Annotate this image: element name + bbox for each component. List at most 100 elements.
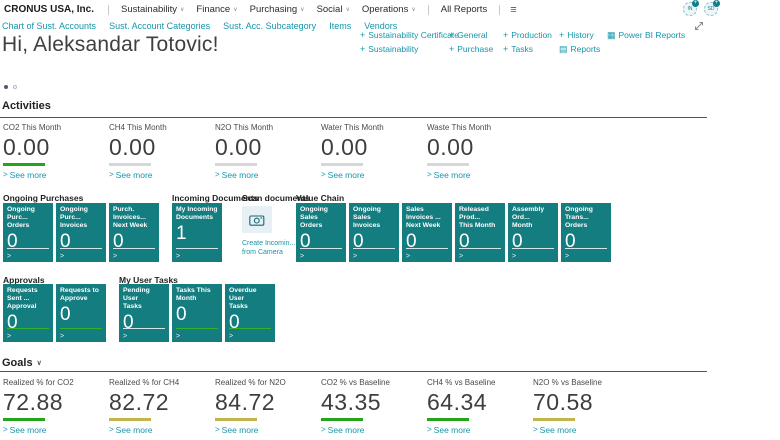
teaser-bubble-2[interactable]: SD + [704,0,720,16]
cue-tile-ongoing-sales-orders[interactable]: Ongoing Sales Orders 0 > [296,203,346,262]
plus-badge-icon: + [692,0,699,7]
cue-title: Ongoing Purc... Invoices [60,206,88,230]
action-reports[interactable]: ▤ Reports [559,44,600,54]
cue-tile-ongoing-sales-invoices[interactable]: Ongoing Sales Invoices 0 > [349,203,399,262]
cue-tile-tasks-this-month[interactable]: Tasks This Month 0 > [172,284,222,342]
kpi-ch4-vs-baseline: CH4 % vs Baseline 64.34 > See more [427,378,527,435]
see-more-link[interactable]: > See more [321,425,421,435]
cue-underline [565,247,607,249]
kpi-value[interactable]: 43.35 [321,389,382,415]
cue-tile-ongoing-transfer-orders[interactable]: Ongoing Trans... Orders 0 > [561,203,611,262]
expand-icon[interactable] [694,18,704,36]
chevron-down-icon: ∨ [180,6,185,13]
company-name: CRONUS USA, Inc. [4,4,95,15]
kpi-value[interactable]: 72.88 [3,389,64,415]
cue-tile-my-incoming-documents[interactable]: My Incoming Documents 1 > [172,203,222,262]
see-more-link[interactable]: > See more [3,170,103,180]
cue-tile-purch-invoices-next-week[interactable]: Purch. Invoices... Next Week 0 > [109,203,159,262]
teaser-bubble-1[interactable]: IN + [683,0,699,16]
see-more-link[interactable]: > See more [3,425,103,435]
camera-icon [249,214,265,226]
nav-menu-finance[interactable]: Finance ∨ [196,4,237,15]
action-sustainability-certificate[interactable]: + Sustainability Certificate [360,30,459,40]
action-general[interactable]: + General [449,30,488,40]
link-sust-account-categories[interactable]: Sust. Account Categories [109,21,211,31]
nav-separator [499,4,501,15]
action-purchase[interactable]: + Purchase [449,44,493,54]
kpi-label: Realized % for CH4 [109,378,180,387]
cue-tile-ongoing-purchase-invoices[interactable]: Ongoing Purc... Invoices 0 > [56,203,106,262]
action-production[interactable]: + Production [503,30,552,40]
action-sustainability[interactable]: + Sustainability [360,44,418,54]
kpi-value[interactable]: 82.72 [109,389,170,415]
cue-tile-pending-user-tasks[interactable]: Pending User Tasks 0 > [119,284,169,342]
link-items[interactable]: Items [329,21,352,31]
see-more-link[interactable]: > See more [533,425,633,435]
see-more-link[interactable]: > See more [109,170,209,180]
cue-value: 0 [406,231,417,253]
action-history[interactable]: + History [559,30,594,40]
kpi-value[interactable]: 0.00 [427,134,474,160]
kpi-value[interactable]: 0.00 [3,134,50,160]
cue-value: 0 [565,231,576,253]
action-power-bi-reports[interactable]: ▦ Power BI Reports [607,30,685,40]
see-more-label: See more [433,169,471,180]
link-chart-of-sust-accounts[interactable]: Chart of Sust. Accounts [2,21,97,31]
cue-value: 0 [176,304,187,326]
cue-tile-released-prod-this-month[interactable]: Released Prod... This Month 0 > [455,203,505,262]
kpi-value[interactable]: 64.34 [427,389,488,415]
add-icon: + [449,29,455,40]
create-incoming-from-camera-link[interactable]: Create Incomin... from Camera [242,240,296,256]
kpi-value[interactable]: 0.00 [109,134,156,160]
cue-tile-assembly-orders-month[interactable]: Assembly Ord... Month 0 > [508,203,558,262]
carousel-indicator[interactable] [4,85,17,89]
chevron-right-icon: > [565,253,570,260]
kpi-value[interactable]: 84.72 [215,389,276,415]
cue-tile-overdue-user-tasks[interactable]: Overdue User Tasks 0 > [225,284,275,342]
menu-icon[interactable]: ≡ [510,3,517,16]
action-label: General [457,30,488,40]
kpi-water-this-month: Water This Month 0.00 > See more [321,123,421,180]
kpi-value[interactable]: 0.00 [215,134,262,160]
see-more-label: See more [9,424,47,435]
nav-menu-sustainability[interactable]: Sustainability ∨ [121,4,184,15]
nav-menu-purchasing[interactable]: Purchasing ∨ [250,4,305,15]
cue-tile-requests-sent-approval[interactable]: Requests Sent ... Approval 0 > [3,284,53,342]
chevron-right-icon: > [300,253,305,260]
kpi-value[interactable]: 0.00 [321,134,368,160]
see-more-link[interactable]: > See more [109,425,209,435]
see-more-label: See more [115,169,153,180]
cue-tile-sales-invoices-next-week[interactable]: Sales Invoices ... Next Week 0 > [402,203,452,262]
kpi-value[interactable]: 70.58 [533,389,594,415]
nav-menu-social[interactable]: Social ∨ [317,4,350,15]
kpi-realized-pct-n2o: Realized % for N2O 84.72 > See more [215,378,315,435]
link-sust-acc-subcategory[interactable]: Sust. Acc. Subcategory [223,21,317,31]
dot-active-icon[interactable] [4,85,8,89]
nav-menu-label: Operations [361,4,409,15]
link-vendors[interactable]: Vendors [364,21,398,31]
see-more-link[interactable]: > See more [321,170,421,180]
cue-tile-ongoing-purchase-orders[interactable]: Ongoing Purc... Orders 0 > [3,203,53,262]
cue-tile-requests-to-approve[interactable]: Requests to Approve 0 > [56,284,106,342]
see-more-link[interactable]: > See more [215,170,315,180]
kpi-realized-pct-ch4: Realized % for CH4 82.72 > See more [109,378,209,435]
nav-menu-operations[interactable]: Operations ∨ [362,4,416,15]
group-title-my-user-tasks: My User Tasks [119,275,178,285]
kpi-label: Water This Month [321,123,384,132]
see-more-link[interactable]: > See more [427,425,527,435]
dot-inactive-icon[interactable] [13,85,17,89]
action-label: Sustainability Certificate [368,30,459,40]
cue-value: 0 [60,304,71,326]
kpi-label: Realized % for CO2 [3,378,74,387]
goals-header[interactable]: Goals ∨ [2,357,42,369]
cue-title: Pending User Tasks [123,287,150,311]
scan-documents-tile[interactable] [242,206,272,233]
see-more-link[interactable]: > See more [427,170,527,180]
chevron-right-icon: > [7,333,12,340]
nav-all-reports[interactable]: All Reports [440,4,488,15]
teaser-initials: SD [707,6,715,12]
action-tasks[interactable]: + Tasks [503,44,533,54]
chevron-down-icon: ∨ [300,6,305,13]
cue-title: Ongoing Trans... Orders [565,206,593,230]
see-more-link[interactable]: > See more [215,425,315,435]
